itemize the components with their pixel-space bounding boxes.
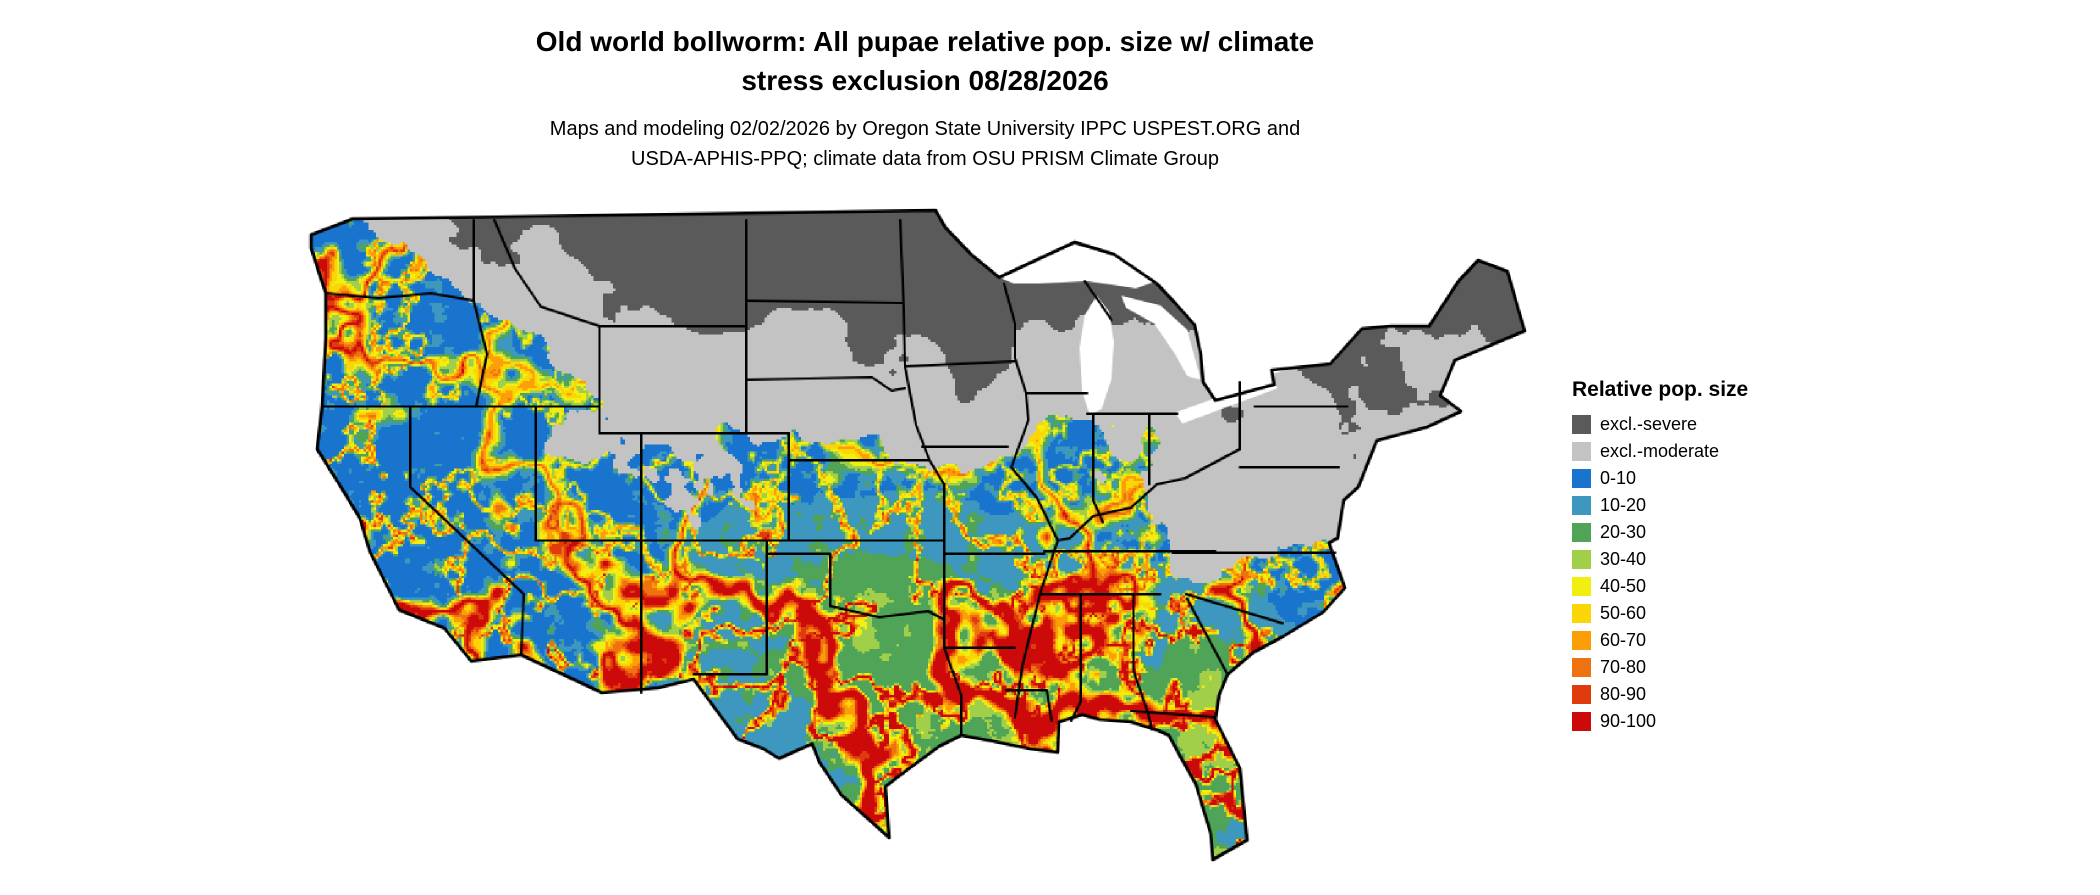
legend-swatch — [1572, 685, 1591, 704]
legend-rows: excl.-severe excl.-moderate 0-10 10-20 20-30… — [1572, 414, 1748, 732]
page-title-line1: Old world bollworm: All pupae relative p… — [535, 26, 1315, 57]
conus-map — [305, 208, 1527, 890]
legend-label: 60-70 — [1600, 630, 1647, 650]
legend-label: 50-60 — [1600, 603, 1647, 623]
legend-swatch — [1572, 577, 1591, 596]
legend-label: 90-100 — [1600, 711, 1657, 731]
legend-row: 40-50 — [1572, 576, 1748, 597]
legend-row: 10-20 — [1572, 495, 1748, 516]
legend-row: excl.-moderate — [1572, 441, 1748, 462]
page-subtitle: Maps and modeling 02/02/2026 by Oregon S… — [0, 114, 1850, 174]
legend-swatch — [1572, 604, 1591, 623]
legend-label: 70-80 — [1600, 657, 1647, 677]
legend-row: 90-100 — [1572, 711, 1748, 732]
legend: Relative pop. size excl.-severe excl.-mod… — [1572, 378, 1748, 738]
conus-map-canvas — [305, 208, 1527, 890]
legend-swatch — [1572, 523, 1591, 542]
legend-swatch — [1572, 658, 1591, 677]
legend-label: 40-50 — [1600, 576, 1647, 596]
legend-swatch — [1572, 469, 1591, 488]
legend-row: excl.-severe — [1572, 414, 1748, 435]
legend-label: excl.-severe — [1600, 414, 1698, 434]
legend-label: 0-10 — [1600, 468, 1637, 488]
page-title: Old world bollworm: All pupae relative p… — [0, 22, 1850, 100]
legend-row: 0-10 — [1572, 468, 1748, 489]
legend-row: 70-80 — [1572, 657, 1748, 678]
page-subtitle-line2: USDA-APHIS-PPQ; climate data from OSU PR… — [631, 148, 1219, 171]
legend-swatch — [1572, 442, 1591, 461]
legend-swatch — [1572, 550, 1591, 569]
page-title-line2: stress exclusion 08/28/2026 — [741, 65, 1109, 97]
legend-swatch — [1572, 496, 1591, 515]
legend-label: 10-20 — [1600, 495, 1647, 515]
legend-row: 80-90 — [1572, 684, 1748, 705]
page-subtitle-line1: Maps and modeling 02/02/2026 by Oregon S… — [549, 118, 1301, 141]
legend-title: Relative pop. size — [1572, 378, 1749, 401]
legend-label: 20-30 — [1600, 522, 1647, 542]
legend-row: 20-30 — [1572, 522, 1748, 543]
legend-swatch — [1572, 712, 1591, 731]
legend-label: excl.-moderate — [1600, 441, 1720, 461]
title-block: Old world bollworm: All pupae relative p… — [0, 22, 1850, 174]
legend-label: 80-90 — [1600, 684, 1647, 704]
legend-swatch — [1572, 631, 1591, 650]
legend-swatch — [1572, 415, 1591, 434]
legend-row: 60-70 — [1572, 630, 1748, 651]
legend-row: 30-40 — [1572, 549, 1748, 570]
legend-label: 30-40 — [1600, 549, 1647, 569]
legend-row: 50-60 — [1572, 603, 1748, 624]
